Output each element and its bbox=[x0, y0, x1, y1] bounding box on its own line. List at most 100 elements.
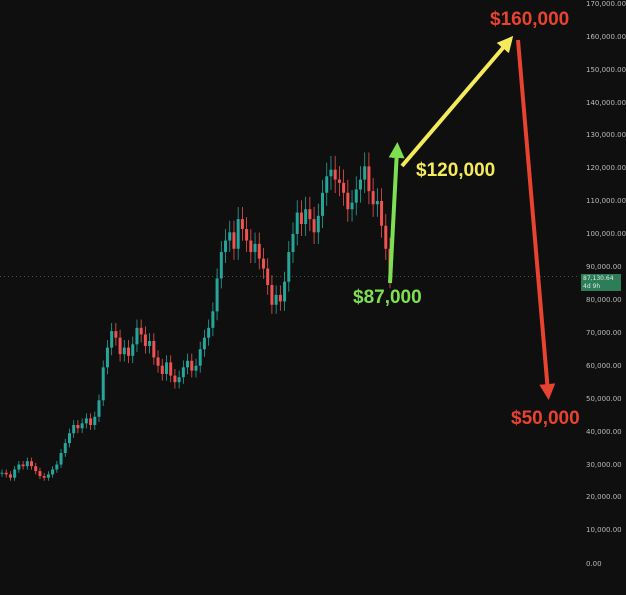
candle bbox=[228, 232, 232, 241]
green-up-arrow bbox=[388, 142, 405, 284]
y-tick-label: 90,000.00 bbox=[586, 263, 622, 271]
candle bbox=[321, 192, 325, 216]
candle bbox=[354, 189, 358, 203]
candle-countdown: 4d 9h bbox=[583, 283, 601, 290]
y-tick-label: 30,000.00 bbox=[586, 461, 622, 469]
candle bbox=[63, 443, 67, 453]
candle bbox=[207, 327, 211, 338]
candle bbox=[156, 357, 160, 366]
candle bbox=[270, 285, 274, 305]
candle bbox=[274, 294, 278, 305]
candles bbox=[0, 152, 392, 481]
candle bbox=[164, 362, 168, 374]
candle bbox=[131, 344, 135, 356]
candle bbox=[283, 281, 287, 302]
candle bbox=[363, 166, 367, 180]
candle bbox=[148, 341, 152, 346]
candle bbox=[4, 472, 8, 475]
candle bbox=[312, 219, 316, 233]
candle bbox=[46, 474, 50, 478]
candle bbox=[173, 375, 177, 383]
red-down-arrow bbox=[516, 39, 556, 400]
candle bbox=[194, 365, 198, 371]
candle bbox=[384, 225, 388, 249]
candle bbox=[114, 331, 118, 338]
current-price-value: 87,130.64 bbox=[583, 275, 614, 282]
candle bbox=[13, 469, 17, 478]
annotation-87000: $87,000 bbox=[353, 287, 422, 308]
y-tick-label: 10,000.00 bbox=[586, 526, 622, 534]
candle bbox=[240, 219, 244, 229]
y-tick-label: 40,000.00 bbox=[586, 428, 622, 436]
annotation-50000: $50,000 bbox=[511, 408, 580, 429]
candle bbox=[135, 327, 139, 345]
candle bbox=[245, 229, 249, 241]
yellow-up-arrow bbox=[400, 35, 514, 168]
candle bbox=[30, 461, 34, 467]
candle bbox=[89, 418, 93, 425]
candle bbox=[177, 377, 181, 383]
candle bbox=[139, 327, 143, 335]
y-tick-label: 80,000.00 bbox=[586, 296, 622, 304]
candle bbox=[198, 349, 202, 366]
candle bbox=[51, 469, 55, 475]
y-tick-label: 130,000.00 bbox=[586, 131, 626, 139]
candle bbox=[342, 182, 346, 193]
candle bbox=[181, 367, 185, 378]
candle bbox=[333, 169, 337, 180]
candle bbox=[337, 179, 341, 183]
candle bbox=[287, 252, 291, 282]
candle bbox=[17, 464, 21, 470]
y-tick-label: 70,000.00 bbox=[586, 329, 622, 337]
y-tick-label: 160,000.00 bbox=[586, 33, 626, 41]
candle bbox=[42, 476, 46, 478]
candle bbox=[80, 423, 84, 429]
candle bbox=[127, 347, 131, 356]
candle bbox=[295, 212, 299, 234]
candle bbox=[367, 166, 371, 192]
candle bbox=[329, 169, 333, 177]
candle bbox=[316, 215, 320, 233]
candle bbox=[278, 294, 282, 302]
annotation-160000: $160,000 bbox=[490, 9, 569, 30]
candle bbox=[325, 176, 329, 193]
annotation-120000: $120,000 bbox=[416, 160, 495, 181]
candle bbox=[202, 337, 206, 350]
y-tick-label: 150,000.00 bbox=[586, 66, 626, 74]
candle bbox=[169, 362, 173, 376]
candle bbox=[190, 360, 194, 371]
y-tick-label: 60,000.00 bbox=[586, 362, 622, 370]
y-tick-label: 100,000.00 bbox=[586, 230, 626, 238]
y-tick-label: 120,000.00 bbox=[586, 164, 626, 172]
candle bbox=[232, 232, 236, 249]
candle bbox=[215, 278, 219, 312]
candle bbox=[308, 209, 312, 220]
candle bbox=[34, 466, 38, 472]
y-tick-label: 20,000.00 bbox=[586, 493, 622, 501]
candle bbox=[72, 425, 76, 434]
candle bbox=[261, 258, 265, 269]
y-axis: 170,000.00 160,000.00 150,000.00 140,000… bbox=[586, 0, 626, 568]
candle bbox=[0, 472, 4, 474]
candle bbox=[224, 240, 228, 253]
candle bbox=[152, 341, 156, 358]
candle bbox=[266, 268, 270, 285]
candle bbox=[350, 202, 354, 210]
current-price-badge: 87,130.64 4d 9h bbox=[581, 274, 621, 291]
candle bbox=[186, 360, 190, 368]
candle bbox=[143, 334, 147, 346]
y-tick-label: 0.00 bbox=[586, 560, 602, 568]
candle bbox=[358, 179, 362, 190]
candle bbox=[122, 347, 126, 355]
candle bbox=[93, 416, 97, 425]
candle bbox=[8, 474, 12, 478]
candle bbox=[253, 243, 257, 253]
candle bbox=[97, 400, 101, 417]
candle bbox=[21, 464, 25, 467]
candle bbox=[105, 347, 109, 368]
candle bbox=[76, 425, 80, 429]
candle bbox=[59, 453, 63, 465]
candle bbox=[346, 192, 350, 210]
candle bbox=[291, 233, 295, 253]
